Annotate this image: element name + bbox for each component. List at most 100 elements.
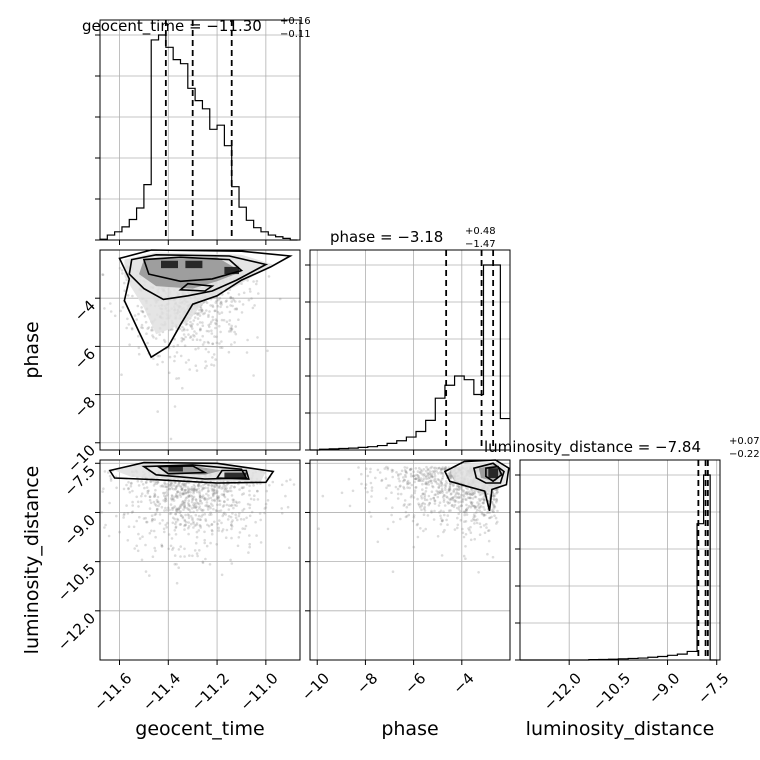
sample-point [465, 490, 468, 494]
sample-point [413, 477, 417, 481]
sample-point [132, 525, 136, 529]
sample-point [153, 482, 157, 485]
y-tick-label: −10.5 [54, 560, 99, 605]
sample-point [140, 306, 143, 309]
sample-point [430, 481, 434, 485]
sample-point [439, 517, 443, 520]
sample-point [179, 514, 183, 517]
sample-point [196, 517, 200, 521]
sample-point [153, 495, 156, 499]
sample-point [220, 530, 224, 533]
sample-point [173, 517, 176, 521]
sample-point [184, 491, 188, 495]
sample-point [148, 495, 152, 499]
sample-point [242, 291, 246, 295]
sample-point [432, 496, 436, 500]
sample-point [187, 488, 191, 492]
sample-point [266, 349, 269, 353]
sample-point [464, 545, 467, 548]
sample-point [180, 502, 184, 506]
sample-point [230, 562, 234, 565]
sample-point [439, 509, 443, 513]
panel-frame [309, 249, 511, 451]
sample-point [255, 534, 258, 537]
sample-point [201, 343, 205, 346]
sample-point [440, 477, 444, 481]
sample-point [454, 499, 458, 503]
sample-point [220, 340, 223, 343]
sample-point [478, 522, 482, 525]
sample-point [135, 544, 138, 548]
sample-point [442, 530, 445, 534]
sample-point [440, 481, 444, 485]
sample-point [186, 328, 189, 332]
sample-point [229, 558, 232, 562]
sample-point [430, 509, 433, 513]
sample-point [430, 475, 434, 479]
sample-point [470, 502, 473, 505]
sample-point [156, 481, 160, 484]
sample-point [230, 328, 234, 331]
sample-point [405, 514, 409, 518]
sample-point [237, 293, 241, 296]
sample-point [231, 296, 235, 300]
sample-point [230, 527, 233, 531]
sample-point [208, 325, 211, 329]
sample-point [240, 311, 244, 314]
sample-point [449, 497, 453, 501]
sample-point [259, 518, 263, 522]
sample-point [490, 515, 493, 519]
sample-point [163, 500, 167, 503]
sample-point [219, 330, 222, 334]
sample-point [495, 499, 499, 503]
sample-point [463, 520, 466, 523]
sample-point [230, 343, 233, 346]
sample-point [463, 511, 467, 514]
sample-point [244, 524, 248, 528]
sample-point [409, 495, 413, 499]
sample-point [254, 282, 258, 286]
sample-point [285, 479, 288, 483]
sample-point [441, 491, 444, 494]
sample-point [152, 336, 155, 339]
luminosity-distance-marginal-panel: −12.0 −10.5 −9.0 −7.5 luminosity_distance =… [484, 436, 760, 714]
sample-point [253, 494, 256, 498]
x-axis-label-luminosity-distance: luminosity_distance [526, 718, 715, 740]
sample-point [442, 498, 446, 501]
sample-point [191, 518, 194, 522]
sample-point [456, 496, 460, 499]
sample-point [197, 312, 201, 315]
sample-point [196, 554, 199, 558]
sample-point [199, 485, 203, 488]
sample-point [144, 481, 148, 485]
sample-point [440, 482, 444, 485]
sample-point [186, 488, 190, 491]
sample-point [426, 467, 430, 471]
sample-point [391, 469, 395, 472]
sample-point [175, 495, 178, 498]
sample-point [457, 493, 461, 496]
sample-point [104, 523, 107, 527]
sample-point [187, 525, 191, 528]
sample-point [186, 491, 190, 494]
sample-point [225, 528, 229, 532]
sample-point [186, 502, 190, 505]
sample-point [180, 492, 184, 496]
sample-point [215, 341, 219, 345]
sample-point [225, 503, 229, 507]
sample-point [469, 492, 472, 496]
sample-point [168, 508, 171, 512]
sample-point [424, 482, 428, 485]
sample-point [461, 531, 465, 535]
sample-point [438, 501, 442, 505]
sample-point [348, 504, 352, 508]
sample-point [213, 498, 216, 502]
sample-point [201, 334, 204, 338]
sample-point [192, 510, 195, 514]
sample-point [211, 529, 214, 533]
sample-point [171, 516, 175, 520]
sample-point [224, 488, 227, 491]
sample-point [172, 546, 175, 550]
sample-point [130, 481, 133, 485]
sample-point [439, 481, 443, 484]
